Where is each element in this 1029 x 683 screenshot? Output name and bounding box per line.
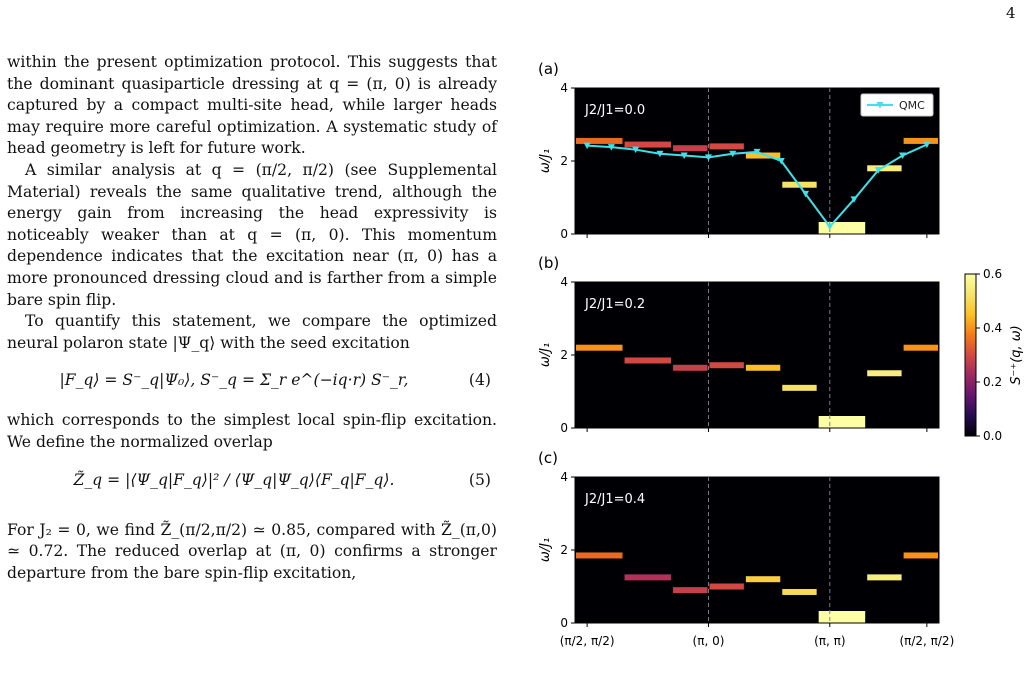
colorbar-tick-label: 0.6 [983, 267, 1002, 281]
panel-label: (b) [538, 254, 559, 272]
paragraph: within the present optimization protocol… [7, 53, 497, 158]
y-tick-label: 0 [560, 616, 568, 630]
panel-1: QMC 0 2 4(a) J2/J1=0.0 ω/J₁ [538, 60, 940, 241]
qmc-point [680, 152, 688, 160]
paragraph: which corresponds to the simplest local … [7, 411, 497, 451]
y-tick-label: 4 [560, 275, 568, 289]
spectral-peak [867, 574, 902, 581]
spectral-peak [673, 145, 708, 152]
equation-body: |F_q⟩ = S⁻_q|Ψ₀⟩, S⁻_q = Σ_r e^(−iq·r) S… [59, 371, 409, 390]
spectral-figure: QMC024(a)J2/J1=0.0ω/J₁024(b)J2/J1=0.2ω/J… [538, 60, 1024, 648]
colorbar-tick-label: 0.2 [983, 375, 1002, 389]
equation-4: |F_q⟩ = S⁻_q|Ψ₀⟩, S⁻_q = Σ_r e^(−iq·r) S… [7, 354, 497, 410]
y-axis-label: ω/J₁ [538, 343, 553, 367]
y-tick-label: 2 [560, 543, 568, 557]
equation-body: Z̃_q = |⟨Ψ_q|F_q⟩|² / ⟨Ψ_q|Ψ_q⟩⟨F_q|F_q⟩… [73, 470, 395, 489]
spectral-peak [903, 344, 938, 351]
spectral-peak [867, 370, 902, 377]
equation-number: (4) [468, 371, 491, 390]
qmc-point [753, 148, 761, 156]
spectral-peak [624, 141, 672, 148]
y-tick-label: 2 [560, 154, 568, 168]
qmc-point [826, 223, 834, 231]
legend-marker [876, 102, 884, 109]
figure: QMC 0 2 4 (a) J2/J1=0.0 ω/J₁ 0 2 4 (b) J2/J1=0.2 ω/J… [530, 52, 1029, 679]
qmc-point [656, 150, 664, 158]
panel-annotation: J2/J1=0.4 [584, 492, 645, 507]
qmc-point [802, 190, 810, 198]
page-number: 4 [1006, 4, 1016, 22]
panel-2: 0 2 4(b) J2/J1=0.2 ω/J₁ [538, 254, 940, 435]
paragraph: A similar analysis at q = (π/2, π/2) (se… [7, 160, 497, 309]
colorbar-tick-label: 0.0 [983, 429, 1002, 443]
spectral-peak [745, 152, 781, 159]
panel-annotation: J2/J1=0.0 [584, 103, 645, 118]
x-tick-label: (π/2, π/2) [560, 634, 615, 648]
spectral-peak [624, 574, 672, 581]
plot-area [575, 282, 939, 428]
panel-3: 0 2 4(c) J2/J1=0.4 ω/J₁ [538, 449, 940, 630]
qmc-point [729, 150, 737, 158]
spectral-peak [867, 165, 902, 172]
equation-number: (5) [468, 470, 491, 489]
spectral-peak [576, 552, 623, 559]
y-tick-label: 0 [560, 227, 568, 241]
qmc-point [874, 167, 882, 174]
y-tick-label: 0 [560, 421, 568, 435]
colorbar-tick-label: 0.4 [983, 321, 1002, 335]
panel-label: (a) [538, 60, 559, 78]
spectral-peak [673, 587, 708, 594]
spectral-peak [624, 357, 672, 364]
y-tick-label: 2 [560, 348, 568, 362]
spectral-peak [673, 364, 708, 371]
y-tick-label: 4 [560, 81, 568, 95]
qmc-point [777, 158, 785, 165]
spectral-peak [745, 364, 781, 371]
legend: QMC [860, 93, 934, 117]
y-axis-label: ω/J₁ [538, 149, 553, 173]
panel-annotation: J2/J1=0.2 [584, 297, 645, 312]
qmc-point [607, 144, 615, 151]
spectral-peak [709, 362, 744, 369]
x-tick-label: (π, 0) [693, 634, 725, 648]
spectral-peak [709, 143, 744, 150]
y-tick-label: 4 [560, 470, 568, 484]
paragraph: For J₂ = 0, we find Z̃_(π/2,π/2) ≃ 0.85,… [7, 520, 497, 582]
spectral-peak [576, 137, 623, 144]
x-tick-label: (π/2, π/2) [899, 634, 954, 648]
spectral-peak [782, 588, 817, 595]
spectral-peak [709, 583, 744, 590]
y-axis-label: ω/J₁ [538, 538, 553, 562]
qmc-point [704, 154, 712, 161]
equation-5: Z̃_q = |⟨Ψ_q|F_q⟩|² / ⟨Ψ_q|Ψ_q⟩⟨F_q|F_q⟩… [7, 454, 497, 520]
spectral-peak [745, 576, 781, 583]
spectral-peak [903, 552, 938, 559]
panel-label: (c) [538, 449, 558, 467]
plot-area [575, 477, 939, 623]
text-column: within the present optimization protocol… [7, 52, 497, 584]
spectral-peak [782, 384, 817, 391]
colorbar [964, 273, 977, 437]
legend-box [860, 93, 934, 117]
qmc-point [632, 146, 640, 154]
spectral-peak [818, 222, 866, 234]
x-tick-label: (π, π) [814, 634, 845, 648]
legend-label: QMC [899, 99, 925, 112]
spectral-peak [576, 344, 623, 351]
spectral-peak [818, 611, 866, 623]
colorbar-label: S⁻⁺(q, ω) [1009, 325, 1024, 385]
paragraph: To quantify this statement, we compare t… [7, 312, 497, 352]
spectral-peak [903, 137, 938, 144]
spectral-peak [818, 416, 866, 428]
qmc-point [850, 196, 858, 203]
qmc-point [923, 141, 931, 149]
qmc-point [899, 152, 907, 160]
qmc-point [583, 142, 591, 150]
